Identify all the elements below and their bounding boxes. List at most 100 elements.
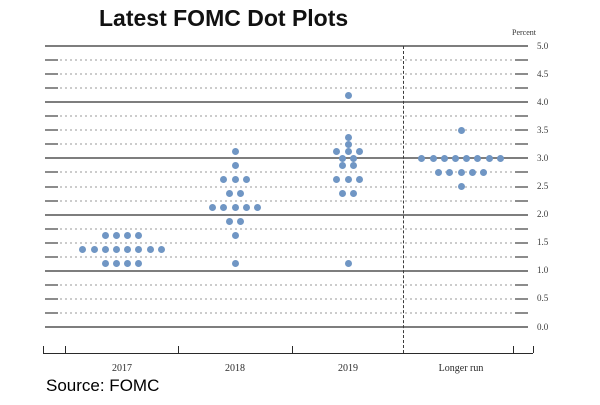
gridline-right-dash xyxy=(515,298,528,300)
projection-dot xyxy=(479,168,487,176)
gridline-right-dash xyxy=(515,73,528,75)
category-label: 2019 xyxy=(338,363,358,374)
minor-gridline xyxy=(45,228,528,230)
projection-dot xyxy=(231,204,239,212)
major-gridline xyxy=(45,45,528,47)
gridline-left-dash xyxy=(45,312,58,314)
gridline-left-dash xyxy=(45,200,58,202)
minor-gridline xyxy=(45,312,528,314)
projection-dot xyxy=(90,246,98,254)
minor-gridline xyxy=(45,73,528,75)
x-axis-tick xyxy=(513,346,514,353)
minor-gridline xyxy=(45,129,528,131)
chart-title: Latest FOMC Dot Plots xyxy=(99,5,349,31)
minor-gridline xyxy=(45,256,528,258)
projection-dot xyxy=(344,133,352,141)
x-axis-tick xyxy=(533,346,534,353)
minor-gridline xyxy=(45,87,528,89)
gridline-right-dash xyxy=(515,171,528,173)
projection-dot xyxy=(435,168,443,176)
projection-dot xyxy=(79,246,87,254)
projection-dot xyxy=(350,154,358,162)
gridline-left-dash xyxy=(45,284,58,286)
projection-dot xyxy=(457,168,465,176)
gridline-right-dash xyxy=(515,256,528,258)
projection-dot xyxy=(485,154,493,162)
gridline-right-dash xyxy=(515,87,528,89)
y-tick-label: 2.0 xyxy=(537,209,549,220)
y-tick-label: 2.5 xyxy=(537,181,549,191)
longer-run-separator-line xyxy=(403,46,404,353)
projection-dot xyxy=(474,154,482,162)
projection-dot xyxy=(344,175,352,183)
y-tick-label: 4.0 xyxy=(537,96,549,107)
projection-dot xyxy=(209,204,217,212)
category-label: Longer run xyxy=(438,363,484,374)
projection-dot xyxy=(101,246,109,254)
projection-dot xyxy=(457,126,465,134)
gridline-right-dash xyxy=(515,200,528,202)
y-tick-label: 3.0 xyxy=(537,152,549,163)
major-gridline xyxy=(45,326,528,328)
projection-dot xyxy=(135,246,143,254)
projection-dot xyxy=(231,260,239,268)
projection-dot xyxy=(338,154,346,162)
projection-dot xyxy=(242,204,250,212)
major-gridline xyxy=(45,101,528,103)
gridline-right-dash xyxy=(515,129,528,131)
projection-dot xyxy=(355,175,363,183)
projection-dot xyxy=(242,175,250,183)
projection-dot xyxy=(225,218,233,226)
category-label: 2018 xyxy=(225,363,245,374)
projection-dot xyxy=(231,161,239,169)
projection-dot xyxy=(468,168,476,176)
x-axis-tick xyxy=(43,346,44,353)
x-axis-tick xyxy=(292,346,293,353)
y-tick-label: 1.5 xyxy=(537,237,549,248)
projection-dot xyxy=(101,260,109,268)
gridline-left-dash xyxy=(45,228,58,230)
y-tick-label: 5.0 xyxy=(537,40,549,51)
projection-dot xyxy=(220,204,228,212)
gridline-left-dash xyxy=(45,143,58,145)
minor-gridline xyxy=(45,115,528,117)
x-axis-tick xyxy=(65,346,66,353)
projection-dot xyxy=(253,204,261,212)
gridline-left-dash xyxy=(45,242,58,244)
x-axis-tick xyxy=(178,346,179,353)
projection-dot xyxy=(157,246,165,254)
projection-dot xyxy=(112,260,120,268)
source-caption: Source: FOMC xyxy=(46,376,160,395)
x-axis-line xyxy=(43,353,533,354)
projection-dot xyxy=(237,190,245,198)
projection-dot xyxy=(344,260,352,268)
projection-dot xyxy=(451,154,459,162)
projection-dot xyxy=(135,260,143,268)
y-tick-label: 0.0 xyxy=(537,321,549,332)
projection-dot xyxy=(350,190,358,198)
projection-dot xyxy=(124,260,132,268)
minor-gridline xyxy=(45,298,528,300)
minor-gridline xyxy=(45,143,528,145)
minor-gridline xyxy=(45,186,528,188)
gridline-left-dash xyxy=(45,59,58,61)
projection-dot xyxy=(112,232,120,240)
projection-dot xyxy=(135,232,143,240)
projection-dot xyxy=(429,154,437,162)
y-tick-label: 4.5 xyxy=(537,68,549,79)
projection-dot xyxy=(355,147,363,155)
gridline-left-dash xyxy=(45,186,58,188)
projection-dot xyxy=(440,154,448,162)
projection-dot xyxy=(231,232,239,240)
y-tick-label: 3.5 xyxy=(537,124,549,135)
minor-gridline xyxy=(45,171,528,173)
projection-dot xyxy=(112,246,120,254)
major-gridline xyxy=(45,157,528,159)
gridline-left-dash xyxy=(45,115,58,117)
gridline-left-dash xyxy=(45,87,58,89)
projection-dot xyxy=(220,175,228,183)
projection-dot xyxy=(333,175,341,183)
projection-dot xyxy=(350,161,358,169)
